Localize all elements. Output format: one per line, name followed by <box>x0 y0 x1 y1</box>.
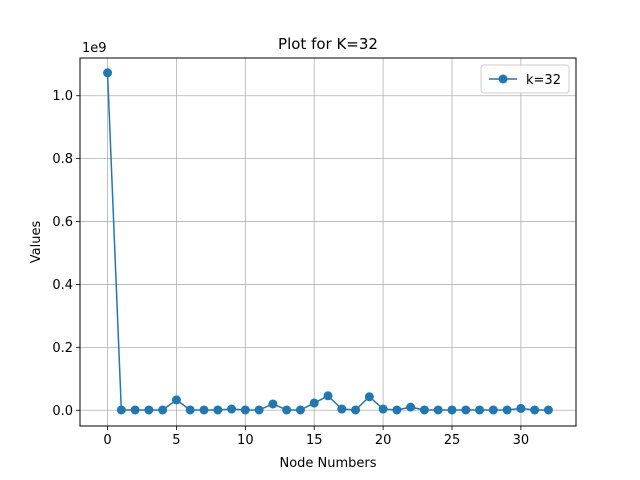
y-tick-label: 0.6 <box>52 215 73 230</box>
data-point <box>309 398 319 408</box>
data-point <box>199 405 209 415</box>
data-point <box>337 404 347 414</box>
x-tick-label: 0 <box>103 433 111 448</box>
legend-label: k=32 <box>526 73 561 88</box>
y-axis-scale-note: 1e9 <box>82 41 107 56</box>
data-point <box>103 68 113 78</box>
data-point <box>282 405 292 415</box>
data-point <box>461 405 471 415</box>
grid <box>80 58 576 426</box>
x-tick-label: 20 <box>375 433 392 448</box>
data-point <box>530 405 540 415</box>
data-point <box>392 405 402 415</box>
x-tick-label: 5 <box>172 433 180 448</box>
chart-title: Plot for K=32 <box>278 35 378 53</box>
data-point <box>158 405 168 415</box>
data-point <box>406 402 416 412</box>
data-point <box>116 405 126 415</box>
plot-frame <box>79 57 577 427</box>
data-point <box>447 405 457 415</box>
data-point <box>433 405 443 415</box>
data-point <box>502 405 512 415</box>
series-line <box>106 72 549 411</box>
data-point <box>351 405 361 415</box>
x-axis-label: Node Numbers <box>279 456 376 471</box>
data-point <box>185 405 195 415</box>
data-point <box>144 405 154 415</box>
data-point <box>268 399 278 409</box>
legend-marker-swatch <box>498 74 508 84</box>
x-tick-label: 25 <box>444 433 461 448</box>
data-point <box>213 405 223 415</box>
y-axis-label: Values <box>29 221 44 264</box>
y-tick-label: 0.0 <box>52 404 73 419</box>
data-point <box>130 405 140 415</box>
data-point <box>488 405 498 415</box>
data-point <box>323 391 333 401</box>
x-tick-label: 30 <box>513 433 530 448</box>
data-point <box>543 405 553 415</box>
data-point <box>227 404 237 414</box>
series-layer <box>103 68 553 415</box>
data-point <box>475 405 485 415</box>
data-point <box>378 404 388 414</box>
y-tick-label: 0.8 <box>52 152 73 167</box>
x-tick-label: 15 <box>306 433 323 448</box>
data-point <box>240 405 250 415</box>
data-point <box>295 405 305 415</box>
data-point <box>419 405 429 415</box>
y-tick-label: 0.4 <box>52 278 73 293</box>
x-tick-label: 10 <box>237 433 254 448</box>
data-point <box>364 392 374 402</box>
data-point <box>254 405 264 415</box>
data-point <box>171 395 181 405</box>
legend: k=32 <box>480 64 570 94</box>
legend-box <box>480 64 570 94</box>
data-point <box>516 403 526 413</box>
y-tick-label: 0.2 <box>52 341 73 356</box>
y-tick-label: 1.0 <box>52 89 73 104</box>
axis-ticks: 0 5 10 15 20 25 30 0.0 0.2 0.4 0.6 0.8 1.0 <box>52 89 529 448</box>
